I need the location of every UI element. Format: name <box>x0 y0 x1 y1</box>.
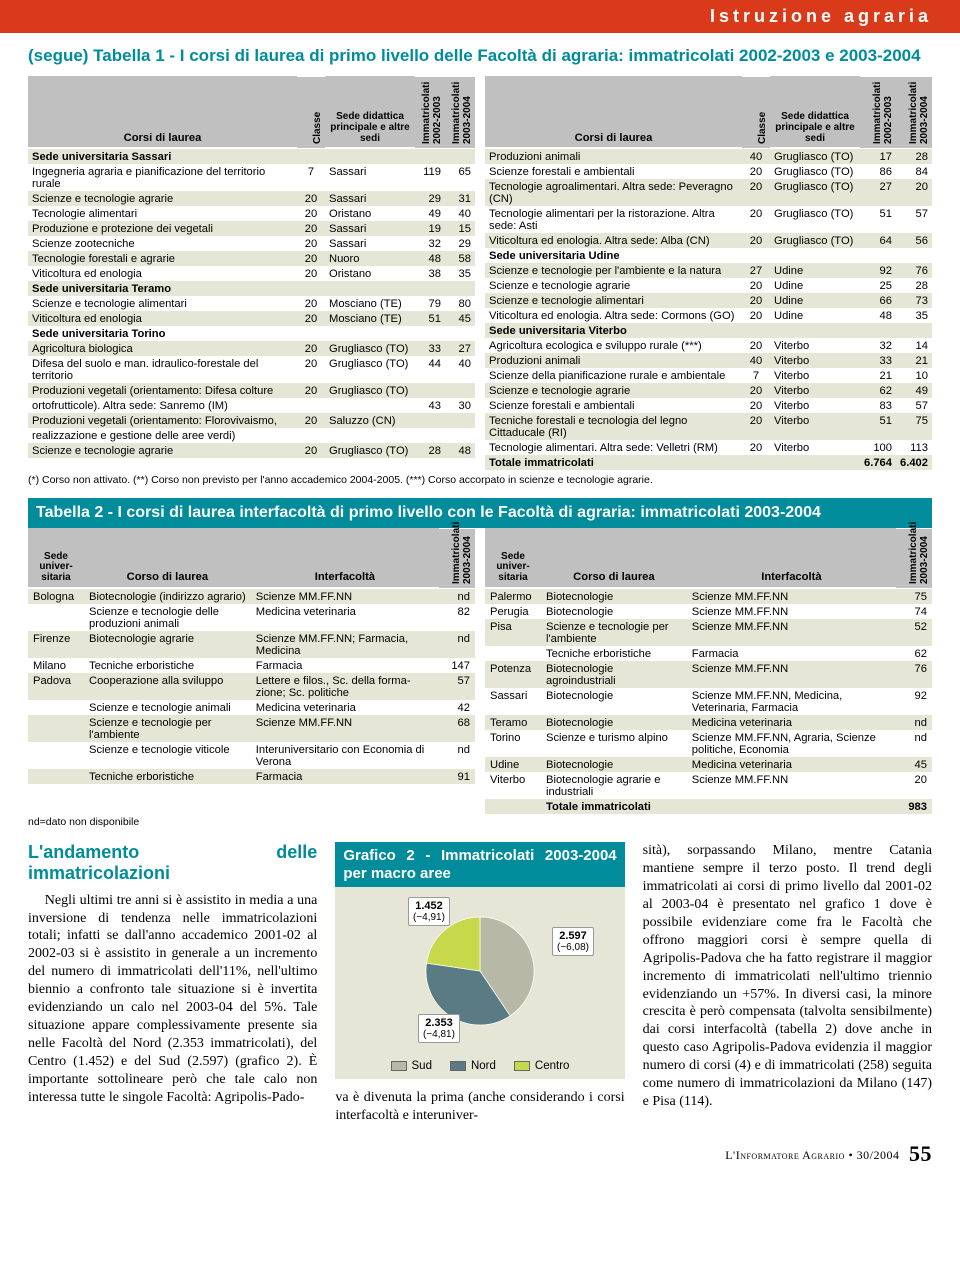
th-classe: Classe <box>742 76 770 148</box>
table2-footnote: nd=dato non disponibile <box>28 816 932 828</box>
table-row: Produzioni animali40Viterbo3321 <box>485 353 932 368</box>
table-row: Totale immatricolati6.7646.402 <box>485 455 932 470</box>
legend-item: Centro <box>514 1059 570 1074</box>
table-row: Produzioni vegetali (orientamento: Difes… <box>28 383 475 398</box>
table-row: Ingegneria agraria e pianificazione del … <box>28 164 475 191</box>
table-row: realizzazione e gestione delle aree verd… <box>28 428 475 443</box>
table-row: Tecnologie agroalimentari. Altra sede: P… <box>485 179 932 206</box>
th-corso: Corsi di laurea <box>485 76 742 148</box>
table-row: Scienze zootecniche20Sassari3229 <box>28 236 475 251</box>
table-row: Tecnologie alimentari20Oristano4940 <box>28 206 475 221</box>
section-header: Istruzione agraria <box>0 0 960 33</box>
table-row: Tecnologie alimentari per la ristorazion… <box>485 206 932 233</box>
table-row: ViterboBiotecnologie agrarie e industria… <box>485 772 932 799</box>
table-row: Tecniche forestali e tecnologia del legn… <box>485 413 932 440</box>
table-row: TeramoBiotecnologieMedicina veterinarian… <box>485 715 932 730</box>
table-row: Scienze e tecnologie delle produzioni an… <box>28 604 475 631</box>
table-row: UdineBiotecnologieMedicina veterinaria45 <box>485 757 932 772</box>
legend-item: Sud <box>391 1059 432 1074</box>
table-row: BolognaBiotecnologie (indirizzo agrario)… <box>28 588 475 604</box>
table-row: Produzioni animali40Grugliasco (TO)1728 <box>485 148 932 164</box>
table-row: Scienze forestali e ambientali20Viterbo8… <box>485 398 932 413</box>
table-row: Viticoltura ed enologia. Altra sede: Alb… <box>485 233 932 248</box>
table-row: Viticoltura ed enologia. Altra sede: Cor… <box>485 308 932 323</box>
table-row: Scienze e tecnologie per l'ambiente e la… <box>485 263 932 278</box>
table-row: PalermoBiotecnologieScienze MM.FF.NN75 <box>485 588 932 604</box>
table-row: Produzioni vegetali (orientamento: Floro… <box>28 413 475 428</box>
table-row: FirenzeBiotecnologie agrarieScienze MM.F… <box>28 631 475 658</box>
table-row: Sede universitaria Sassari <box>28 148 475 164</box>
th-sede: Sede univer- sitaria <box>485 528 541 588</box>
th-imm0203: Immatricolati 2002-2003 <box>860 76 896 148</box>
table-row: PerugiaBiotecnologieScienze MM.FF.NN74 <box>485 604 932 619</box>
th-imm0304: Immatricolati 2003-2004 <box>896 76 932 148</box>
th-corso: Corsi di laurea <box>28 76 297 148</box>
table-row: Scienze e tecnologie alimentari20Moscian… <box>28 296 475 311</box>
pie-label-nord: 2.353(−4,81) <box>418 1014 460 1043</box>
table1-footnote: (*) Corso non attivato. (**) Corso non p… <box>28 474 932 486</box>
th-imm: Immatricolati 2003-2004 <box>439 528 475 588</box>
table-row: PisaScienze e tecnologie per l'ambienteS… <box>485 619 932 646</box>
th-imm0203: Immatricolati 2002-2003 <box>415 76 445 148</box>
table-row: Scienze e tecnologie agrarie20Sassari293… <box>28 191 475 206</box>
table-row: Sede universitaria Torino <box>28 326 475 341</box>
th-imm: Immatricolati 2003-2004 <box>896 528 932 588</box>
th-inter: Interfacoltà <box>251 528 439 588</box>
table-row: Tecniche erboristicheFarmacia91 <box>28 769 475 784</box>
table-row: ortofrutticole). Altra sede: Sanremo (IM… <box>28 398 475 413</box>
table-row: Scienze e tecnologie agrarie20Udine2528 <box>485 278 932 293</box>
table-row: Agricoltura ecologica e sviluppo rurale … <box>485 338 932 353</box>
table1: Corsi di laurea Classe Sede didattica pr… <box>28 76 932 470</box>
pie-chart <box>400 911 560 1031</box>
th-classe: Classe <box>297 76 325 148</box>
table-row: SassariBiotecnologieScienze MM.FF.NN, Me… <box>485 688 932 715</box>
table-row: Tecnologie alimentari. Altra sede: Velle… <box>485 440 932 455</box>
table2-caption: Tabella 2 - I corsi di laurea interfacol… <box>28 498 932 528</box>
table-row: Sede universitaria Viterbo <box>485 323 932 338</box>
table-row: Scienze e tecnologie per l'ambienteScien… <box>28 715 475 742</box>
table-row: TorinoScienze e turismo alpinoScienze MM… <box>485 730 932 757</box>
table-row: Tecniche erboristicheFarmacia62 <box>485 646 932 661</box>
table-row: Sede universitaria Teramo <box>28 281 475 296</box>
article-col1: Negli ultimi tre anni si è assistito in … <box>28 892 317 1107</box>
table-row: Scienze e tecnologie viticoleInteruniver… <box>28 742 475 769</box>
table-row: Scienze della pianificazione rurale e am… <box>485 368 932 383</box>
article-col2-tail: va è divenuta la prima (anche consideran… <box>335 1089 624 1125</box>
table-row: Agricoltura biologica20Grugliasco (TO)33… <box>28 341 475 356</box>
chart-box: Grafico 2 - Immatricolati 2003-2004 per … <box>335 842 624 1079</box>
th-inter: Interfacoltà <box>687 528 896 588</box>
th-sede: Sede didattica principale e altre sedi <box>325 76 415 148</box>
table-row: Scienze e tecnologie animaliMedicina vet… <box>28 700 475 715</box>
table1-caption: (segue) Tabella 1 - I corsi di laurea di… <box>28 33 932 76</box>
table-row: Scienze e tecnologie agrarie20Viterbo624… <box>485 383 932 398</box>
table-row: Difesa del suolo e man. idraulico-forest… <box>28 356 475 383</box>
pie-label-centro: 1.452(−4,91) <box>408 897 450 926</box>
article-col3: sità), sorpassando Milano, mentre Catani… <box>643 842 932 1111</box>
table-row: Viticoltura ed enologia20Mosciano (TE)51… <box>28 311 475 326</box>
table-row: Viticoltura ed enologia20Oristano3835 <box>28 266 475 281</box>
pie-label-sud: 2.597(−6,08) <box>552 927 594 956</box>
table-row: Scienze e tecnologie agrarie20Grugliasco… <box>28 443 475 458</box>
table-row: Sede universitaria Udine <box>485 248 932 263</box>
th-sede: Sede univer- sitaria <box>28 528 84 588</box>
chart-legend: Sud Nord Centro <box>345 1059 614 1074</box>
table-row: Tecnologie forestali e agrarie20Nuoro485… <box>28 251 475 266</box>
article: L'andamento delle immatricolazioni Negli… <box>28 842 932 1125</box>
th-corso: Corso di laurea <box>84 528 251 588</box>
table-row: Scienze e tecnologie alimentari20Udine66… <box>485 293 932 308</box>
legend-item: Nord <box>450 1059 496 1074</box>
table-row: MilanoTecniche erboristicheFarmacia147 <box>28 658 475 673</box>
table-row: Totale immatricolati983 <box>485 799 932 814</box>
page-footer: L'Informatore Agrario • 30/2004 55 <box>28 1141 932 1167</box>
table-row: Produzione e protezione dei vegetali20Sa… <box>28 221 475 236</box>
chart-title: Grafico 2 - Immatricolati 2003-2004 per … <box>335 842 624 887</box>
table2: Sede univer- sitaria Corso di laurea Int… <box>28 528 932 814</box>
th-corso: Corso di laurea <box>541 528 687 588</box>
article-heading: L'andamento delle immatricolazioni <box>28 842 317 883</box>
th-sede: Sede didattica principale e altre sedi <box>770 76 860 148</box>
table-row: PadovaCooperazione alla sviluppoLettere … <box>28 673 475 700</box>
th-imm0304: Immatricolati 2003-2004 <box>445 76 475 148</box>
table-row: PotenzaBiotecnologie agroindustrialiScie… <box>485 661 932 688</box>
table-row: Scienze forestali e ambientali20Gruglias… <box>485 164 932 179</box>
